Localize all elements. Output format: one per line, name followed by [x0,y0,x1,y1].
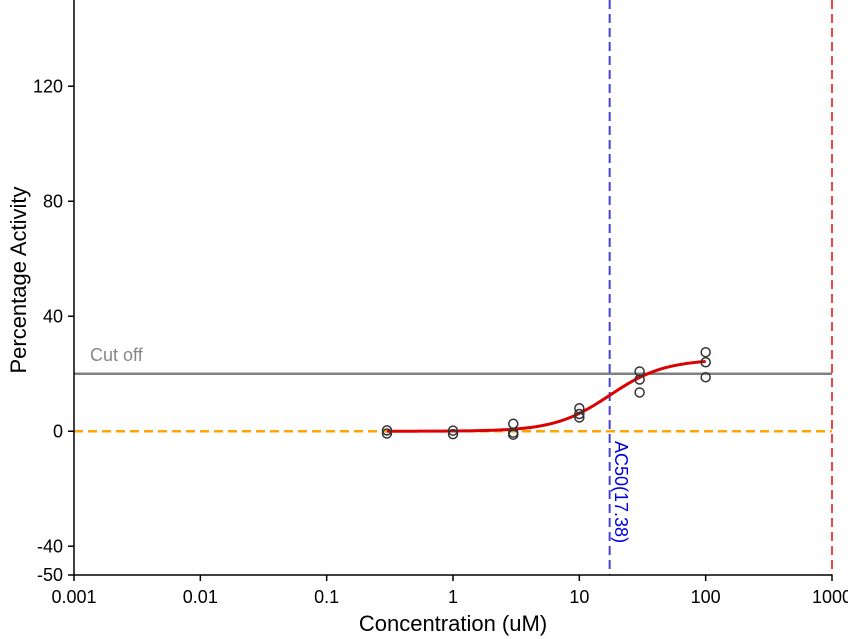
fit-curve-layer [386,359,706,433]
y-tick-label: 80 [43,191,63,211]
y-axis-title: Percentage Activity [6,186,31,373]
cutoff-label: Cut off [90,345,144,365]
data-point [634,387,645,398]
x-tick-label: 0.1 [314,587,339,607]
data-point [508,429,519,440]
x-tick-label: 1 [448,587,458,607]
axes [73,0,832,576]
data-point [574,408,585,420]
data-point [634,366,645,377]
reference-lines [74,0,833,575]
data-point [700,357,711,368]
x-tick-label: 100 [691,587,721,607]
data-point [447,428,459,440]
y-tick-label: 0 [53,421,63,441]
data-point [447,425,459,436]
y-tick-label: -50 [37,565,63,585]
data-point [700,346,711,358]
data-point [381,425,393,436]
y-tick-label: -40 [37,536,63,556]
fit-curve [386,359,706,433]
ac50-label: AC50(17.38) [611,441,631,543]
y-tick-label: 40 [43,306,63,326]
data-point [634,374,645,385]
x-axis-ticks: 0.001 0.01 0.1 1 10 100 1000 [51,575,848,607]
data-point [700,371,711,383]
x-axis-title: Concentration (uM) [359,611,547,636]
data-point [508,418,519,430]
data-points [381,346,711,440]
x-tick-label: 0.01 [183,587,218,607]
x-tick-label: 1000 [812,587,848,607]
data-point [574,412,585,423]
x-tick-label: 0.001 [51,587,96,607]
x-tick-label: 10 [569,587,589,607]
y-tick-label: 120 [33,76,63,96]
y-axis-ticks: -50 -40 0 40 80 120 [33,76,74,585]
data-point [381,428,393,439]
